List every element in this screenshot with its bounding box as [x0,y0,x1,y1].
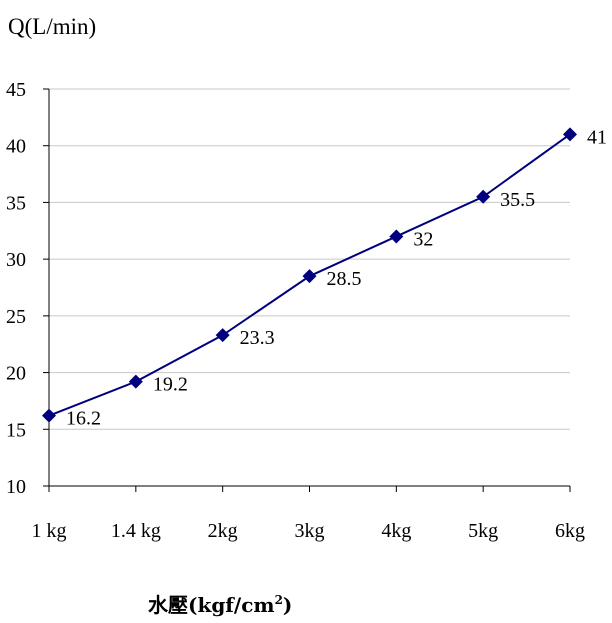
y-tick-label: 25 [6,306,26,328]
y-tick-label: 30 [6,249,26,271]
y-tick-labels: 10 15 20 25 30 35 40 45 [6,79,26,498]
data-point [563,127,577,142]
data-label: 35.5 [500,189,535,211]
x-tick-label: 2kg [208,520,238,542]
x-axis-title-main: 水壓(kgf/cm [148,593,275,617]
x-tick-label: 3kg [295,520,325,542]
x-axis-title: 水壓(kgf/cm2) [148,593,292,617]
data-point [42,408,56,423]
y-tick-label: 40 [6,136,26,158]
data-point [302,269,317,284]
data-label: 28.5 [327,268,362,290]
data-label: 16.2 [66,408,101,430]
data-point [476,189,491,204]
data-label: 23.3 [240,327,275,349]
x-axis-title-close: ) [283,593,292,617]
data-point [215,328,230,343]
x-tick-label: 1 kg [32,520,67,542]
x-axis-title-superscript: 2 [275,593,283,607]
data-point [128,374,143,389]
y-tick-label: 45 [6,79,26,101]
y-tick-label: 35 [6,192,26,214]
y-axis-title: Q(L/min) [8,14,96,39]
y-tick-label: 10 [6,476,26,498]
axes [43,88,571,492]
data-label: 19.2 [153,374,188,396]
x-tick-labels: 1 kg 1.4 kg 2kg 3kg 4kg 5kg 6kg [32,520,586,542]
data-label: 41 [587,126,607,148]
x-tick-label: 5kg [468,520,498,542]
data-point [389,229,404,244]
x-tick-label: 1.4 kg [111,520,161,542]
data-label: 32 [413,228,433,250]
y-tick-label: 15 [6,419,26,441]
y-tick-label: 20 [6,363,26,385]
gridlines [49,88,570,430]
data-labels: 16.2 19.2 23.3 28.5 32 35.5 41 [66,126,607,429]
x-tick-label: 6kg [555,520,585,542]
x-tick-label: 4kg [381,520,411,542]
data-markers [42,127,577,423]
